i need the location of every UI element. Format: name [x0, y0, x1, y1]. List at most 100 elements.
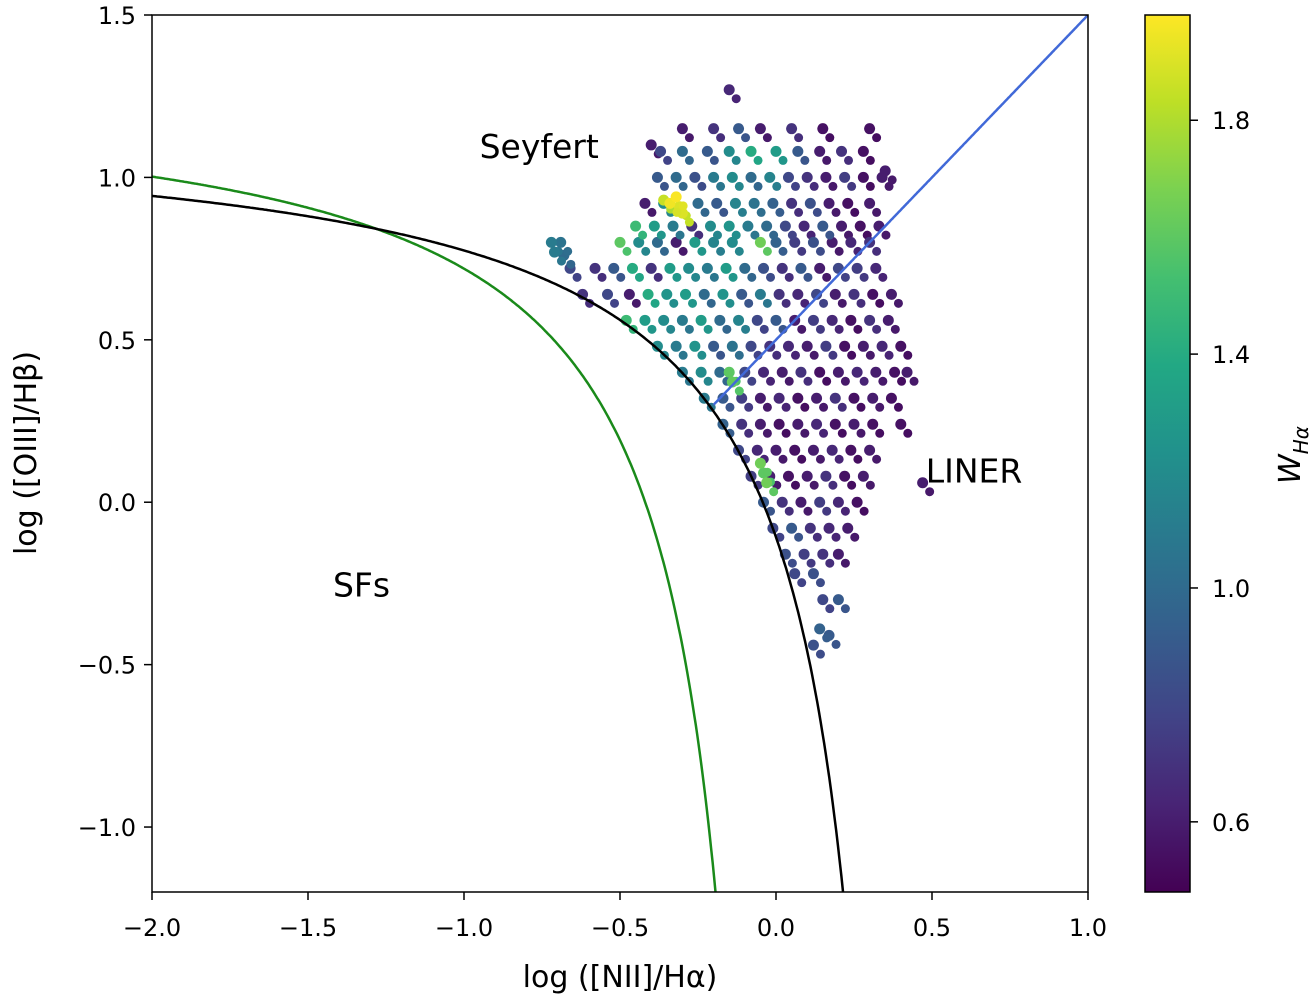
data-point	[672, 272, 682, 282]
data-point	[739, 262, 751, 274]
x-axis: −2.0 −1.5 −1.0 −0.5 0.0 0.5 1.0	[123, 892, 1107, 942]
data-point	[697, 246, 707, 256]
data-point	[742, 220, 754, 232]
data-point	[773, 288, 785, 300]
data-point	[716, 350, 726, 360]
data-point	[614, 236, 626, 248]
data-point	[872, 133, 882, 143]
data-point	[645, 139, 657, 151]
x-tick-label: 0.5	[913, 914, 951, 942]
y-tick-label: 0.0	[98, 489, 136, 517]
data-point	[814, 262, 826, 274]
data-point	[701, 145, 713, 157]
data-point	[667, 220, 679, 232]
data-point	[728, 272, 738, 282]
colorbar-tick-label: 1.4	[1212, 341, 1250, 369]
data-point	[847, 181, 857, 191]
data-point	[758, 262, 770, 274]
data-point	[867, 418, 879, 430]
colorbar-label: WHα	[1273, 426, 1312, 484]
data-point	[884, 350, 894, 360]
data-point	[733, 314, 745, 326]
data-point	[864, 123, 876, 135]
y-axis: −1.0 −0.5 0.0 0.5 1.0 1.5	[78, 2, 152, 842]
data-point	[737, 207, 747, 217]
data-point	[864, 444, 876, 456]
data-point	[795, 366, 807, 378]
data-point	[659, 246, 669, 256]
data-point	[684, 324, 694, 334]
data-point	[556, 256, 566, 266]
data-point	[766, 272, 776, 282]
data-point	[826, 444, 838, 456]
data-point	[803, 376, 813, 386]
data-point	[701, 262, 713, 274]
data-point	[733, 123, 745, 135]
data-point	[781, 428, 791, 438]
data-point	[734, 386, 744, 396]
data-point	[695, 366, 707, 378]
data-point	[848, 288, 860, 300]
data-point	[751, 444, 763, 456]
data-point	[689, 171, 701, 183]
y-tick-label: 1.0	[98, 164, 136, 192]
data-point	[678, 350, 688, 360]
data-point	[840, 506, 850, 516]
data-point	[773, 418, 785, 430]
data-point	[867, 288, 879, 300]
data-point	[572, 272, 582, 282]
data-point	[784, 376, 794, 386]
data-point	[781, 402, 791, 412]
data-point	[822, 376, 832, 386]
data-point	[736, 288, 748, 300]
data-point	[822, 506, 832, 516]
data-point	[658, 314, 670, 326]
data-point	[853, 454, 863, 464]
data-point	[845, 236, 857, 248]
data-point	[882, 314, 894, 326]
data-point	[787, 558, 797, 568]
data-point	[680, 288, 692, 300]
kewley-curve	[152, 194, 845, 892]
data-point	[840, 558, 850, 568]
data-point	[762, 402, 772, 412]
data-point	[847, 480, 857, 490]
data-point	[875, 298, 885, 308]
data-point	[875, 428, 885, 438]
data-point	[770, 444, 782, 456]
data-point	[666, 324, 676, 334]
data-point	[786, 197, 798, 209]
data-point	[775, 207, 785, 217]
data-point	[716, 133, 726, 143]
data-point	[678, 181, 688, 191]
data-point	[909, 376, 919, 386]
data-point	[692, 197, 704, 209]
data-point	[723, 84, 735, 96]
data-point	[809, 181, 819, 191]
data-point	[754, 457, 766, 469]
data-point	[712, 230, 722, 240]
data-point	[840, 604, 850, 614]
colorbar: 0.6 1.0 1.4 1.8 WHα	[1144, 14, 1312, 893]
data-point	[630, 220, 642, 232]
data-point	[845, 444, 857, 456]
data-point	[744, 298, 754, 308]
data-point	[602, 288, 614, 300]
data-point	[807, 639, 819, 651]
data-point	[825, 133, 835, 143]
data-point	[881, 230, 891, 240]
data-point	[828, 480, 838, 490]
data-point	[801, 171, 813, 183]
data-point	[815, 324, 825, 334]
data-point	[776, 262, 788, 274]
data-point	[779, 220, 791, 232]
data-point	[789, 568, 801, 580]
data-point	[857, 171, 869, 183]
data-point	[633, 236, 645, 248]
data-point	[661, 288, 673, 300]
data-point	[676, 123, 688, 135]
data-point	[770, 145, 782, 157]
data-point	[684, 155, 694, 165]
data-point	[807, 444, 819, 456]
data-point	[798, 220, 810, 232]
